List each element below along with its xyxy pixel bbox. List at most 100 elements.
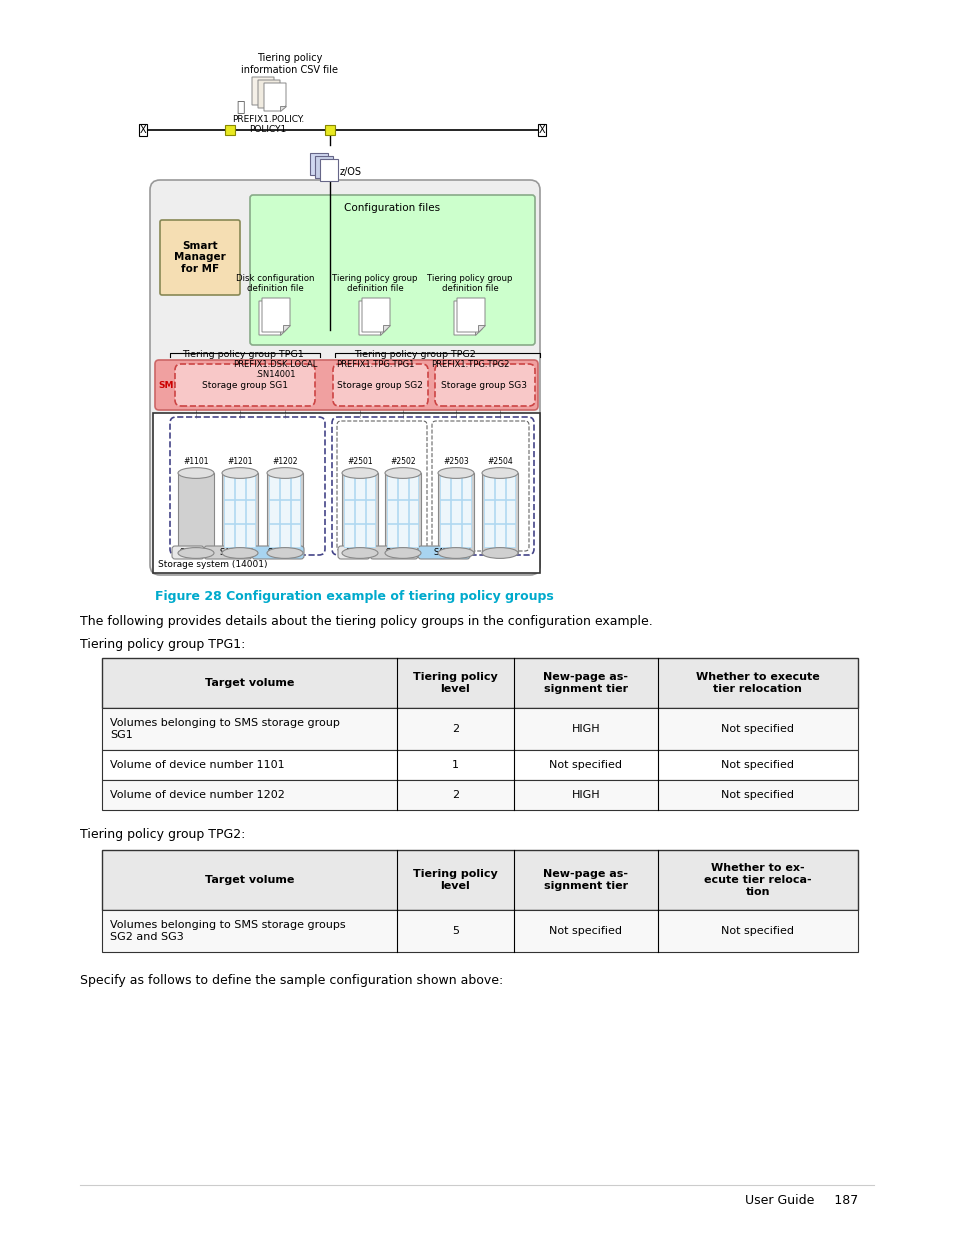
Polygon shape bbox=[280, 105, 286, 111]
Text: Volumes belonging to SMS storage group
SG1: Volumes belonging to SMS storage group S… bbox=[110, 719, 339, 740]
FancyBboxPatch shape bbox=[435, 364, 535, 406]
Text: Not specified: Not specified bbox=[720, 760, 794, 769]
Bar bbox=[310, 153, 328, 175]
Bar bbox=[461, 524, 471, 547]
Ellipse shape bbox=[385, 547, 420, 558]
Bar bbox=[437, 473, 474, 553]
Bar bbox=[325, 125, 335, 135]
Polygon shape bbox=[379, 329, 387, 335]
Bar bbox=[495, 500, 504, 522]
Bar bbox=[152, 412, 539, 573]
FancyBboxPatch shape bbox=[160, 220, 240, 295]
Bar bbox=[102, 781, 857, 810]
Bar bbox=[440, 500, 450, 522]
Text: Specify as follows to define the sample configuration shown above:: Specify as follows to define the sample … bbox=[80, 974, 503, 987]
Text: SMS: SMS bbox=[158, 380, 180, 389]
Text: User Guide     187: User Guide 187 bbox=[744, 1194, 857, 1207]
Bar bbox=[269, 475, 279, 499]
Text: Tiering policy group TPG2:: Tiering policy group TPG2: bbox=[80, 827, 245, 841]
Text: SATA: SATA bbox=[434, 548, 454, 557]
Ellipse shape bbox=[341, 547, 377, 558]
Text: HIGH: HIGH bbox=[571, 790, 599, 800]
Text: PREFIX1.TPG.TPG2: PREFIX1.TPG.TPG2 bbox=[431, 359, 509, 369]
Bar bbox=[246, 475, 255, 499]
Text: #1202: #1202 bbox=[272, 457, 297, 466]
Ellipse shape bbox=[178, 547, 213, 558]
Text: Target volume: Target volume bbox=[205, 678, 294, 688]
Text: Volume of device number 1101: Volume of device number 1101 bbox=[110, 760, 284, 769]
Bar bbox=[355, 475, 364, 499]
Polygon shape bbox=[274, 103, 280, 107]
Polygon shape bbox=[283, 325, 290, 332]
Text: PREFIX1.DSK.LOCAL
.SN14001: PREFIX1.DSK.LOCAL .SN14001 bbox=[233, 359, 316, 379]
Text: Not specified: Not specified bbox=[720, 790, 794, 800]
Text: Tiering policy group TPG1: Tiering policy group TPG1 bbox=[182, 350, 304, 359]
Bar bbox=[505, 475, 515, 499]
FancyBboxPatch shape bbox=[250, 195, 535, 345]
Bar bbox=[387, 475, 396, 499]
Bar bbox=[224, 475, 255, 547]
FancyBboxPatch shape bbox=[150, 180, 539, 576]
Bar bbox=[484, 475, 494, 499]
Text: Not specified: Not specified bbox=[720, 724, 794, 734]
Ellipse shape bbox=[178, 468, 213, 478]
Text: Not specified: Not specified bbox=[549, 760, 621, 769]
Text: Target volume: Target volume bbox=[205, 876, 294, 885]
Bar bbox=[397, 524, 407, 547]
Text: Not specified: Not specified bbox=[720, 926, 794, 936]
Text: Tiering policy
information CSV file: Tiering policy information CSV file bbox=[241, 53, 338, 74]
Text: X: X bbox=[538, 125, 545, 135]
Polygon shape bbox=[258, 301, 287, 335]
Bar bbox=[451, 500, 460, 522]
Bar bbox=[102, 750, 857, 781]
Text: #2504: #2504 bbox=[487, 457, 513, 466]
Bar bbox=[365, 500, 375, 522]
Text: Volume of device number 1202: Volume of device number 1202 bbox=[110, 790, 285, 800]
Bar bbox=[495, 524, 504, 547]
Text: Storage group SG1: Storage group SG1 bbox=[202, 380, 288, 389]
Bar bbox=[397, 475, 407, 499]
FancyBboxPatch shape bbox=[172, 546, 204, 559]
Bar bbox=[387, 500, 396, 522]
Text: SAS: SAS bbox=[385, 548, 402, 557]
Text: PREFIX1.TPG.TPG1: PREFIX1.TPG.TPG1 bbox=[335, 359, 414, 369]
Text: 5: 5 bbox=[452, 926, 458, 936]
Bar bbox=[344, 500, 354, 522]
Bar bbox=[269, 524, 279, 547]
Bar bbox=[225, 125, 234, 135]
Text: 2: 2 bbox=[452, 724, 458, 734]
Polygon shape bbox=[257, 80, 280, 107]
Bar bbox=[483, 475, 516, 547]
Bar bbox=[409, 475, 418, 499]
Polygon shape bbox=[475, 329, 481, 335]
Bar bbox=[461, 475, 471, 499]
Bar bbox=[291, 500, 300, 522]
Bar bbox=[291, 475, 300, 499]
Text: Whether to ex-
ecute tier reloca-
tion: Whether to ex- ecute tier reloca- tion bbox=[703, 863, 811, 897]
Text: #2502: #2502 bbox=[390, 457, 416, 466]
Text: 2: 2 bbox=[452, 790, 458, 800]
Bar bbox=[224, 524, 233, 547]
Text: Storage group SG3: Storage group SG3 bbox=[440, 380, 526, 389]
Bar bbox=[269, 500, 279, 522]
Polygon shape bbox=[454, 301, 481, 335]
Text: X: X bbox=[139, 125, 146, 135]
Text: SAS: SAS bbox=[219, 548, 236, 557]
Bar bbox=[280, 500, 290, 522]
FancyBboxPatch shape bbox=[337, 546, 370, 559]
Bar bbox=[178, 473, 213, 553]
Polygon shape bbox=[268, 100, 274, 105]
Bar bbox=[409, 500, 418, 522]
Text: Not specified: Not specified bbox=[549, 926, 621, 936]
FancyBboxPatch shape bbox=[204, 546, 252, 559]
Ellipse shape bbox=[341, 468, 377, 478]
Text: Tiering policy group TPG1:: Tiering policy group TPG1: bbox=[80, 638, 245, 651]
Text: 1: 1 bbox=[452, 760, 458, 769]
Ellipse shape bbox=[267, 468, 303, 478]
Polygon shape bbox=[264, 83, 286, 111]
Bar bbox=[224, 500, 233, 522]
Bar bbox=[280, 475, 290, 499]
Polygon shape bbox=[280, 329, 287, 335]
Ellipse shape bbox=[437, 468, 474, 478]
Text: Storage group SG2: Storage group SG2 bbox=[336, 380, 422, 389]
